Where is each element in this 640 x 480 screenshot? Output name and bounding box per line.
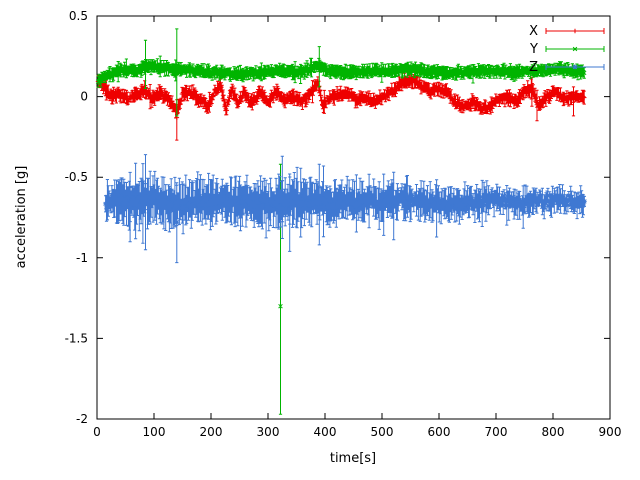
data-series <box>95 28 587 415</box>
x-tick-label: 200 <box>200 425 223 439</box>
x-tick-label: 600 <box>428 425 451 439</box>
legend-label-y: Y <box>529 42 538 57</box>
legend-sample-Z <box>545 64 605 70</box>
x-tick-label: 500 <box>371 425 394 439</box>
x-axis-title: time[s] <box>330 451 376 466</box>
y-tick-label: -1 <box>76 251 88 265</box>
legend-samples <box>545 28 605 70</box>
x-tick-label: 800 <box>542 425 565 439</box>
series-X-errorbars <box>96 72 586 141</box>
series-Z-markers <box>103 192 587 225</box>
legend: X Y Z <box>529 24 538 75</box>
axis-tick-labels: 0 100 200 300 400 500 600 700 800 900 0.5 0 -0.5 -1 -1… <box>65 9 622 439</box>
y-tick-label: -0.5 <box>65 170 88 184</box>
y-axis-title: acceleration [g] <box>14 166 29 269</box>
y-tick-label: 0 <box>80 90 88 104</box>
y-tick-label: -2 <box>76 412 88 426</box>
x-tick-label: 100 <box>143 425 166 439</box>
legend-label-z: Z <box>529 60 538 75</box>
y-tick-label: 0.5 <box>69 9 88 23</box>
x-tick-label: 700 <box>485 425 508 439</box>
x-tick-label: 300 <box>257 425 280 439</box>
legend-label-x: X <box>529 24 538 39</box>
legend-sample-X <box>545 28 605 34</box>
x-tick-label: 400 <box>314 425 337 439</box>
y-tick-label: -1.5 <box>65 331 88 345</box>
legend-sample-Y <box>545 46 605 52</box>
plot-border <box>96 15 611 420</box>
series-Y-markers <box>95 62 587 309</box>
x-tick-label: 0 <box>93 425 101 439</box>
x-tick-label: 900 <box>599 425 622 439</box>
axis-ticks <box>96 15 611 420</box>
